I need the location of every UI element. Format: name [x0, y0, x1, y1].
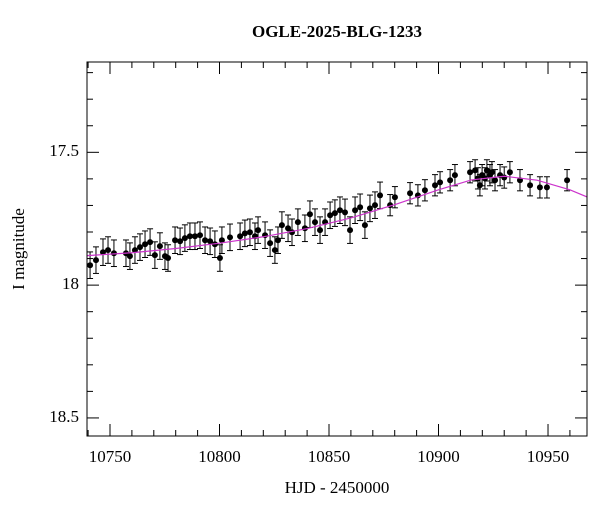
data-point — [271, 247, 278, 254]
data-point — [216, 255, 223, 262]
model-curve — [87, 175, 587, 257]
y-axis-label: I magnitude — [9, 208, 28, 290]
data-point — [564, 177, 571, 184]
data-point — [483, 167, 490, 174]
data-point — [126, 253, 133, 260]
data-point — [506, 169, 513, 176]
data-point — [202, 237, 209, 244]
data-point — [207, 238, 214, 245]
data-point — [306, 211, 313, 218]
data-point — [371, 202, 378, 209]
data-point — [137, 244, 144, 251]
data-point — [336, 207, 343, 214]
data-point — [278, 222, 285, 229]
data-point — [285, 225, 292, 232]
data-point — [147, 239, 154, 246]
data-point — [241, 230, 248, 237]
data-point — [151, 252, 158, 259]
data-point — [421, 187, 428, 194]
x-axis-label: HJD - 2450000 — [285, 478, 390, 497]
data-point — [407, 190, 414, 197]
data-point — [447, 177, 454, 184]
data-point — [142, 241, 149, 248]
data-point — [472, 167, 479, 174]
data-point — [105, 247, 112, 254]
data-point — [467, 169, 474, 176]
data-point — [488, 169, 495, 176]
data-point — [218, 237, 225, 244]
data-point — [131, 247, 138, 254]
data-point — [331, 210, 338, 217]
data-point — [110, 250, 117, 257]
data-point — [341, 209, 348, 216]
x-tick-label: 10850 — [308, 447, 351, 466]
x-tick-label: 10900 — [417, 447, 460, 466]
data-point — [527, 182, 534, 189]
data-point — [186, 233, 193, 240]
data-point — [536, 184, 543, 191]
x-tick-label: 10950 — [527, 447, 570, 466]
data-point — [352, 207, 359, 214]
data-point — [172, 237, 179, 244]
data-point — [347, 227, 354, 234]
data-point — [267, 240, 274, 247]
x-tick-label: 10800 — [198, 447, 241, 466]
y-tick-label: 17.5 — [49, 141, 79, 160]
data-point — [357, 204, 364, 211]
data-point — [246, 229, 253, 236]
chart-title: OGLE-2025-BLG-1233 — [252, 22, 422, 41]
data-point — [255, 227, 262, 234]
data-point — [227, 234, 234, 241]
data-point — [543, 184, 550, 191]
data-point — [156, 243, 163, 250]
data-point — [237, 233, 244, 240]
data-point — [476, 182, 483, 189]
data-point — [177, 238, 184, 245]
plot-frame — [86, 61, 588, 437]
data-point — [311, 219, 318, 226]
y-tick-label: 18.5 — [49, 407, 79, 426]
data-point — [437, 179, 444, 186]
data-point — [432, 182, 439, 189]
x-tick-label: 10750 — [89, 447, 132, 466]
data-point — [191, 233, 198, 240]
data-point — [327, 212, 334, 219]
data-point — [451, 172, 458, 179]
data-point — [181, 235, 188, 242]
data-point — [391, 194, 398, 201]
data-point — [361, 222, 368, 229]
data-point — [87, 262, 94, 269]
data-point — [197, 232, 204, 239]
y-tick-label: 18 — [62, 274, 79, 293]
data-point — [366, 205, 373, 212]
plot-area — [87, 159, 587, 279]
data-point — [492, 177, 499, 184]
data-point — [99, 249, 106, 256]
data-point — [317, 227, 324, 234]
data-point — [294, 219, 301, 226]
data-point — [377, 192, 384, 199]
data-point — [501, 174, 508, 181]
data-point — [92, 257, 99, 264]
data-point — [165, 255, 172, 262]
